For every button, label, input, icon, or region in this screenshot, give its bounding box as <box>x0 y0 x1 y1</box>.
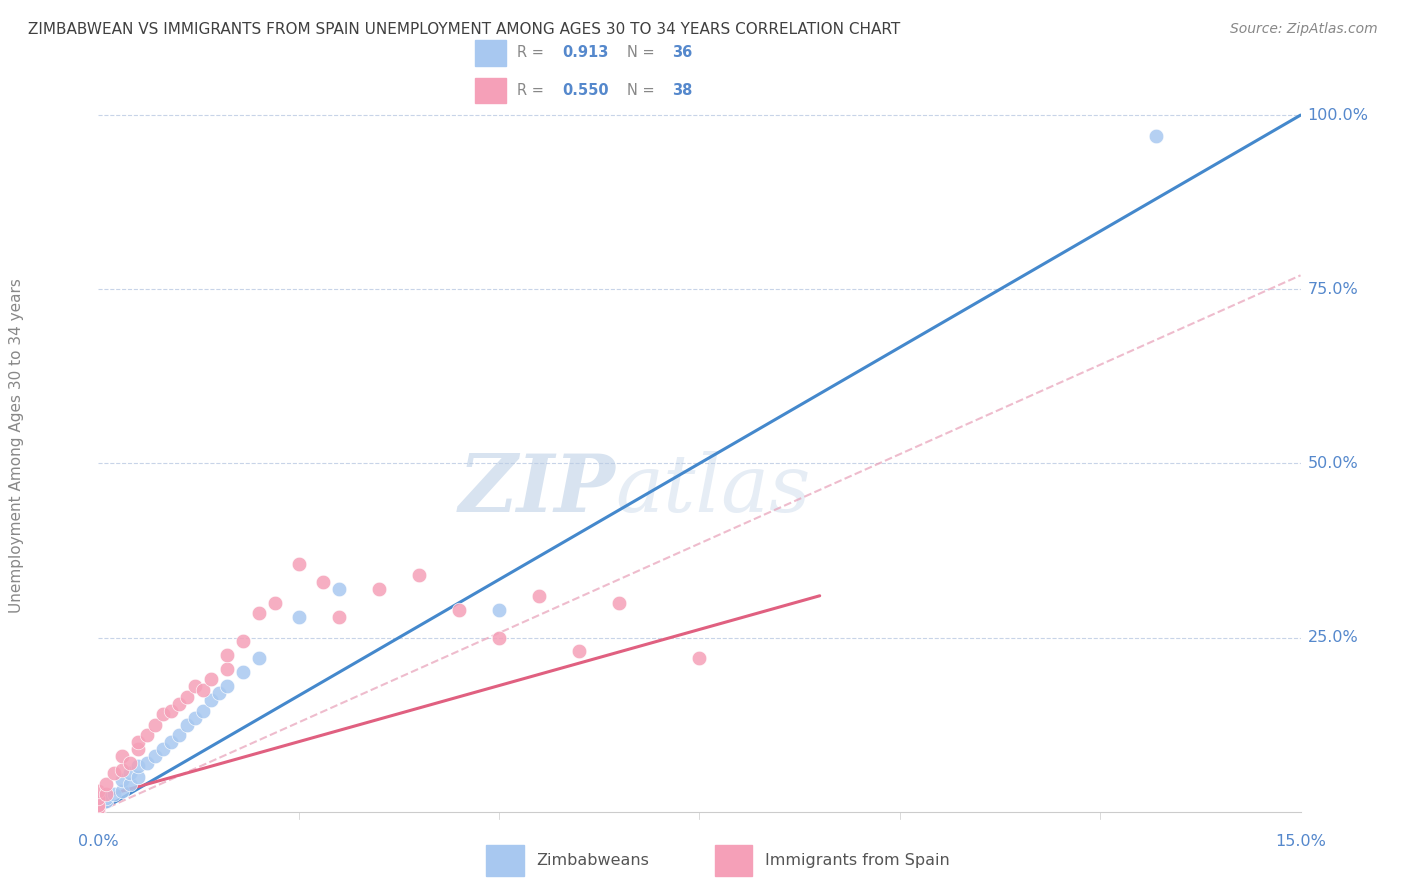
Point <box>111 773 134 788</box>
Point <box>208 686 231 700</box>
Point <box>167 728 190 742</box>
Text: ZIP: ZIP <box>458 451 616 529</box>
Point <box>408 567 430 582</box>
Point <box>328 582 350 596</box>
Point <box>143 717 166 731</box>
Point <box>488 603 510 617</box>
Point <box>96 787 118 801</box>
Point <box>96 777 118 791</box>
Point <box>609 596 631 610</box>
Point <box>135 728 157 742</box>
Point <box>111 749 134 764</box>
Point <box>191 704 214 718</box>
Point <box>120 777 142 791</box>
Point <box>312 574 335 589</box>
Point <box>87 805 110 819</box>
Point <box>111 763 134 777</box>
Point <box>143 749 166 764</box>
Point <box>103 766 125 780</box>
Text: 36: 36 <box>672 45 692 61</box>
Text: N =: N = <box>627 45 659 61</box>
Text: 0.0%: 0.0% <box>79 834 118 849</box>
Point <box>191 682 214 697</box>
Point <box>529 589 551 603</box>
Point <box>128 735 150 749</box>
Point <box>215 648 238 662</box>
Bar <box>716 846 752 876</box>
Point <box>87 784 110 798</box>
Point <box>103 787 125 801</box>
Point <box>87 805 110 819</box>
Bar <box>486 846 523 876</box>
Point <box>247 651 270 665</box>
Point <box>328 609 350 624</box>
Text: 100.0%: 100.0% <box>1308 108 1368 122</box>
Text: Source: ZipAtlas.com: Source: ZipAtlas.com <box>1230 22 1378 37</box>
Point <box>87 794 110 808</box>
Text: 38: 38 <box>672 83 692 98</box>
Text: R =: R = <box>517 83 548 98</box>
Text: 0.550: 0.550 <box>562 83 609 98</box>
Point <box>200 673 222 687</box>
Point <box>87 799 110 814</box>
Text: Unemployment Among Ages 30 to 34 years: Unemployment Among Ages 30 to 34 years <box>10 278 24 614</box>
Point <box>96 790 118 805</box>
Point <box>87 805 110 819</box>
Point <box>247 606 270 620</box>
Point <box>215 679 238 693</box>
Text: Zimbabweans: Zimbabweans <box>536 854 648 868</box>
Point <box>87 790 110 805</box>
Point <box>167 697 190 711</box>
Text: atlas: atlas <box>616 451 811 529</box>
Point <box>152 707 174 722</box>
Point <box>120 766 142 780</box>
Point <box>128 770 150 784</box>
Point <box>87 801 110 815</box>
Point <box>120 756 142 770</box>
Point <box>288 558 311 572</box>
Text: 50.0%: 50.0% <box>1308 456 1358 471</box>
Text: ZIMBABWEAN VS IMMIGRANTS FROM SPAIN UNEMPLOYMENT AMONG AGES 30 TO 34 YEARS CORRE: ZIMBABWEAN VS IMMIGRANTS FROM SPAIN UNEM… <box>28 22 900 37</box>
Point <box>568 644 591 658</box>
Text: 75.0%: 75.0% <box>1308 282 1358 297</box>
Point <box>263 596 285 610</box>
Point <box>135 756 157 770</box>
Point <box>128 742 150 756</box>
Point <box>128 759 150 773</box>
Point <box>200 693 222 707</box>
Point <box>159 704 181 718</box>
Point <box>87 805 110 819</box>
Point <box>87 801 110 815</box>
Point <box>87 797 110 812</box>
Point <box>447 603 470 617</box>
Point <box>176 717 198 731</box>
FancyBboxPatch shape <box>458 29 751 113</box>
Point <box>183 711 205 725</box>
Point <box>96 794 118 808</box>
Text: N =: N = <box>627 83 659 98</box>
Point <box>232 634 254 648</box>
Point <box>688 651 710 665</box>
Point <box>215 662 238 676</box>
Point <box>87 790 110 805</box>
Point <box>152 742 174 756</box>
Point <box>183 679 205 693</box>
Point <box>159 735 181 749</box>
Text: 25.0%: 25.0% <box>1308 630 1358 645</box>
Point <box>176 690 198 704</box>
Text: R =: R = <box>517 45 548 61</box>
Text: Immigrants from Spain: Immigrants from Spain <box>765 854 949 868</box>
Text: 0.913: 0.913 <box>562 45 609 61</box>
Text: 15.0%: 15.0% <box>1275 834 1326 849</box>
Point <box>488 631 510 645</box>
Point <box>232 665 254 680</box>
Point <box>111 784 134 798</box>
Point <box>1144 128 1167 143</box>
Point <box>87 797 110 812</box>
Bar <box>475 78 506 103</box>
Bar <box>475 40 506 66</box>
Point <box>288 609 311 624</box>
Point <box>368 582 391 596</box>
